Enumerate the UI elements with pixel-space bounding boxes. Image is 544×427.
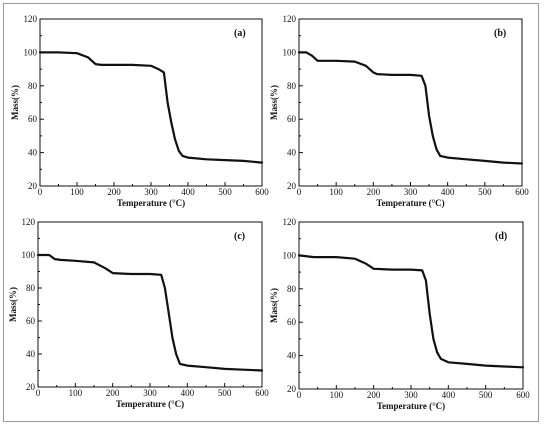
x-tick-label-d: 200 — [367, 390, 381, 400]
x-tick-label-b: 100 — [329, 187, 343, 197]
figure-border — [3, 3, 539, 422]
y-tick-label-a: 100 — [24, 47, 38, 57]
y-tick-label-d: 40 — [287, 351, 297, 361]
tga-curve-b — [297, 51, 524, 165]
x-tick-label-a: 0 — [38, 187, 43, 197]
y-tick-label-b: 60 — [287, 114, 297, 124]
y-axis-label-c: Mass(%) — [8, 287, 18, 322]
x-tick-label-a: 300 — [144, 187, 158, 197]
tga-curve-c — [36, 253, 264, 372]
x-tick-label-d: 500 — [479, 390, 493, 400]
x-tick-label-b: 600 — [515, 187, 529, 197]
x-tick-label-a: 200 — [107, 187, 121, 197]
y-tick-label-c: 80 — [26, 283, 36, 293]
y-tick-label-c: 100 — [22, 250, 36, 260]
y-tick-label-b: 100 — [283, 47, 297, 57]
x-tick-label-d: 0 — [297, 390, 302, 400]
x-tick-label-c: 500 — [218, 388, 232, 398]
x-axis-label-a: Temperature (°C) — [117, 198, 185, 208]
y-tick-label-c: 40 — [26, 349, 36, 359]
x-tick-label-a: 600 — [255, 187, 269, 197]
y-tick-label-d: 20 — [287, 384, 297, 394]
plot-frame-c — [37, 221, 263, 388]
panel-label-d: (d) — [495, 231, 507, 242]
panel-label-c: (c) — [234, 231, 245, 242]
x-tick-label-c: 200 — [106, 388, 120, 398]
plot-frame-d — [298, 221, 524, 390]
tga-curve-a — [38, 51, 264, 164]
x-tick-label-d: 300 — [404, 390, 418, 400]
x-tick-label-c: 300 — [143, 388, 157, 398]
x-tick-label-a: 500 — [218, 187, 232, 197]
x-tick-label-a: 100 — [70, 187, 84, 197]
panel-b: 0 100 200 300 400 500 600 20 40 60 80 100 120 Tempera… — [269, 14, 529, 208]
x-tick-label-c: 600 — [255, 388, 269, 398]
x-tick-label-b: 300 — [404, 187, 418, 197]
x-tick-label-c: 0 — [36, 388, 41, 398]
y-tick-label-a: 20 — [28, 181, 38, 191]
y-tick-label-d: 120 — [283, 217, 297, 227]
y-tick-label-c: 20 — [26, 382, 36, 392]
x-axis-label-b: Temperature (°C) — [376, 198, 444, 208]
y-axis-label-d: Mass(%) — [269, 288, 279, 323]
y-tick-label-a: 40 — [28, 148, 38, 158]
y-tick-label-a: 120 — [24, 14, 38, 24]
panel-a: 0 100 200 300 400 500 600 20 40 60 80 100 120 Tempera… — [10, 14, 269, 208]
x-tick-label-b: 200 — [367, 187, 381, 197]
x-tick-label-b: 400 — [441, 187, 455, 197]
y-tick-label-d: 100 — [283, 250, 297, 260]
tga-curve-d — [297, 254, 525, 369]
y-tick-label-b: 40 — [287, 148, 297, 158]
x-tick-label-d: 100 — [330, 390, 344, 400]
x-tick-label-d: 600 — [516, 390, 530, 400]
y-tick-label-b: 120 — [283, 14, 297, 24]
panel-label-b: (b) — [494, 28, 506, 39]
x-tick-label-c: 400 — [181, 388, 195, 398]
y-tick-label-c: 120 — [22, 217, 36, 227]
y-tick-label-c: 60 — [26, 316, 36, 326]
x-tick-label-a: 400 — [181, 187, 195, 197]
x-axis-label-c: Temperature (°C) — [116, 399, 184, 409]
panel-c: 0 100 200 300 400 500 600 20 40 60 80 100 120 Tempera… — [8, 217, 269, 409]
panel-d: 0 100 200 300 400 500 600 20 40 60 80 100 120 Tempera… — [269, 217, 530, 411]
x-tick-label-d: 400 — [442, 390, 456, 400]
x-tick-label-b: 500 — [478, 187, 492, 197]
y-tick-label-b: 20 — [287, 181, 297, 191]
y-tick-label-b: 80 — [287, 81, 297, 91]
y-axis-label-a: Mass(%) — [10, 85, 20, 120]
y-tick-label-d: 60 — [287, 317, 297, 327]
y-axis-label-b: Mass(%) — [269, 85, 279, 120]
x-axis-label-d: Temperature (°C) — [377, 401, 445, 411]
y-tick-label-a: 80 — [28, 81, 38, 91]
panel-label-a: (a) — [234, 28, 246, 39]
x-tick-label-c: 100 — [69, 388, 83, 398]
y-tick-label-d: 80 — [287, 284, 297, 294]
y-tick-label-a: 60 — [28, 114, 38, 124]
x-tick-label-b: 0 — [297, 187, 302, 197]
